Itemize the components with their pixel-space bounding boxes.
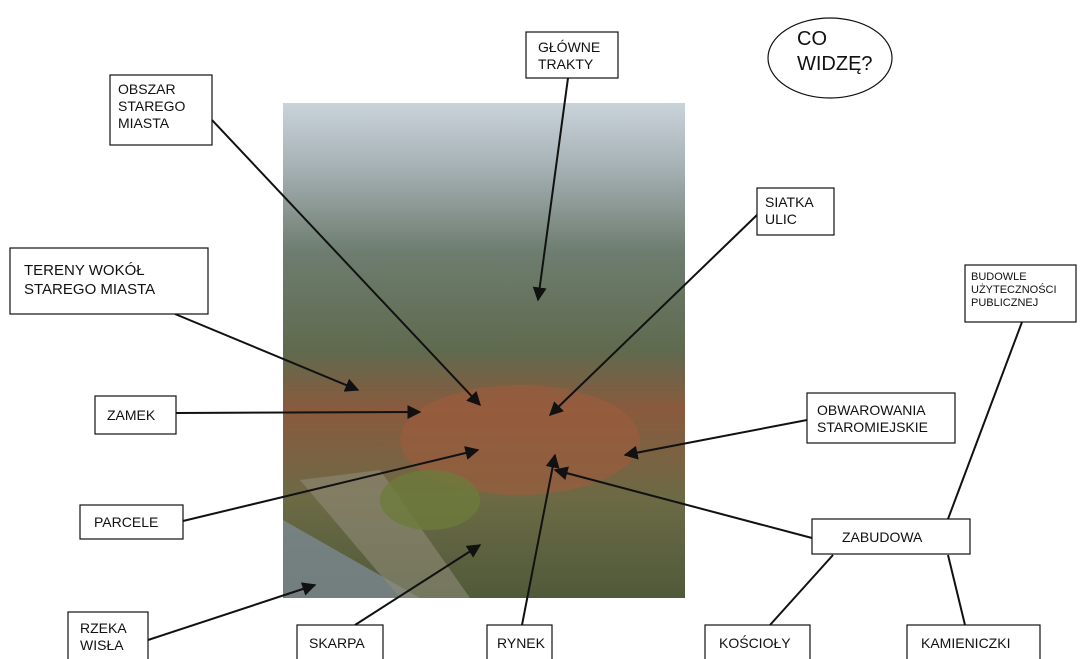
label-text: ZAMEK [107, 407, 156, 423]
diagram: GŁÓWNETRAKTY OBSZARSTAREGOMIASTA SIATKAULI… [0, 0, 1092, 659]
label-text: KOŚCIOŁY [719, 634, 791, 651]
label-text: PUBLICZNEJ [971, 297, 1038, 309]
label-text: WISŁA [80, 637, 124, 653]
label-text: STAREGO [118, 98, 186, 114]
label-box [807, 393, 955, 443]
page: GŁÓWNETRAKTY OBSZARSTAREGOMIASTA SIATKAULI… [0, 0, 1092, 659]
label-text: GŁÓWNE [538, 39, 600, 55]
label-text: BUDOWLE [971, 271, 1027, 283]
label-text: TERENY WOKÓŁ [24, 262, 145, 279]
bubble-text: WIDZĘ? [797, 53, 873, 75]
label-text: UŻYTECZNOŚCI [971, 283, 1057, 296]
label-text: PARCELE [94, 514, 158, 530]
bubble-text: CO [797, 28, 827, 50]
label-text: SIATKA [765, 194, 814, 210]
label-text: STAREGO MIASTA [24, 281, 155, 298]
label-text: STAROMIEJSKIE [817, 419, 928, 435]
label-text: KAMIENICZKI [921, 635, 1010, 651]
label-text: RYNEK [497, 635, 546, 651]
label-text: ULIC [765, 211, 797, 227]
label-text: OBSZAR [118, 81, 176, 97]
label-text: RZEKA [80, 620, 127, 636]
label-text: TRAKTY [538, 56, 594, 72]
label-text: SKARPA [309, 635, 365, 651]
label-text: ZABUDOWA [842, 529, 923, 545]
aerial-photo [283, 103, 685, 598]
label-text: OBWAROWANIA [817, 402, 926, 418]
label-text: MIASTA [118, 115, 170, 131]
